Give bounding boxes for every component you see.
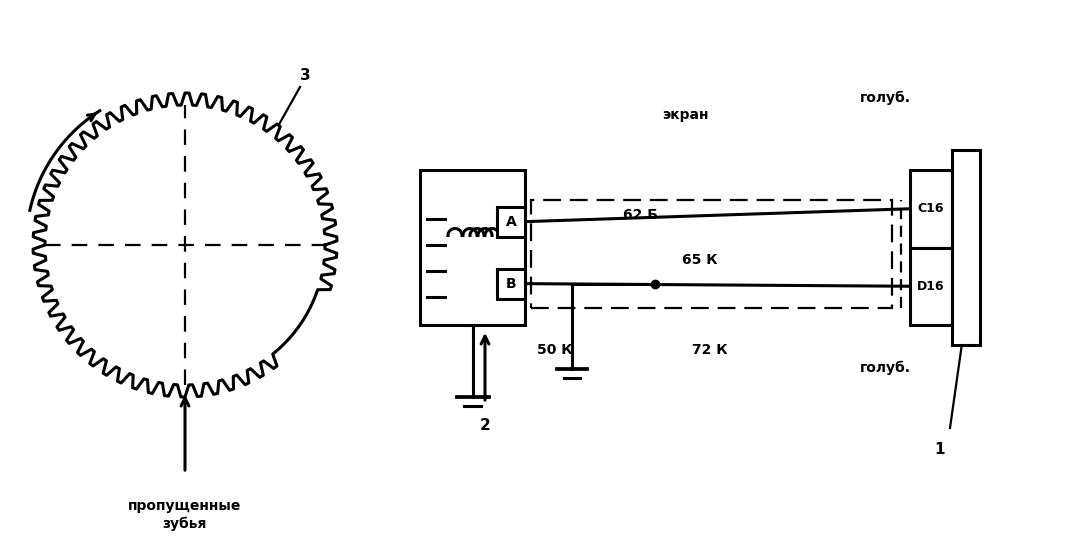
Text: 1: 1 xyxy=(935,442,945,458)
Text: 2: 2 xyxy=(480,418,491,432)
Text: C16: C16 xyxy=(918,202,944,215)
Text: D16: D16 xyxy=(917,280,945,293)
Text: экран: экран xyxy=(662,108,708,122)
Bar xyxy=(497,269,525,298)
Bar xyxy=(421,170,525,325)
Text: A: A xyxy=(506,214,517,228)
Text: 65 К: 65 К xyxy=(682,253,718,267)
Text: 62 Б: 62 Б xyxy=(623,208,657,222)
Text: голуб.: голуб. xyxy=(859,361,910,375)
Bar xyxy=(910,248,952,325)
Text: 72 К: 72 К xyxy=(692,343,728,357)
Bar xyxy=(910,170,952,248)
Text: 3: 3 xyxy=(299,68,310,82)
Text: 50 К: 50 К xyxy=(537,343,573,357)
Text: голуб.: голуб. xyxy=(859,91,910,105)
Text: B: B xyxy=(506,277,517,291)
Bar xyxy=(952,150,980,345)
Bar xyxy=(497,207,525,237)
Text: пропущенные
зубья: пропущенные зубья xyxy=(129,499,242,531)
